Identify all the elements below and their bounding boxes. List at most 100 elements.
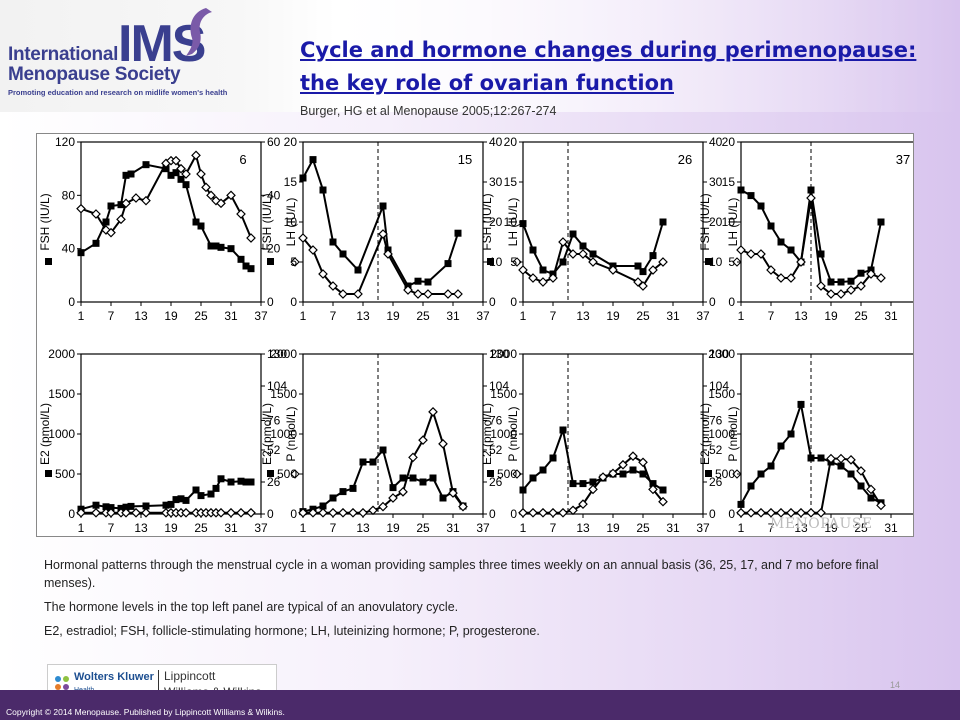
panel-3-series-2-point (528, 273, 538, 283)
panel-2-series-1-point (299, 174, 307, 182)
panel-5-series-1-point (167, 500, 175, 508)
panel-6-series-2-point (298, 507, 308, 518)
panel-5-right-tick-label: 104 (267, 379, 287, 393)
panel-2-x-tick-label: 25 (416, 309, 430, 323)
panel-4-series-2-point (776, 273, 786, 283)
panel-7-x-tick-label: 19 (606, 521, 620, 535)
panel-5-right-tick-label: 0 (267, 507, 274, 521)
panel-4-x-tick-label: 1 (738, 309, 745, 323)
ims-logo[interactable]: International Menopause Society IMS Prom… (0, 0, 250, 110)
panel-3-left-tick-label: 5 (510, 255, 517, 269)
panel-1-series-2-point (196, 169, 206, 179)
panel-8-series-2-point (826, 453, 836, 464)
panel-6-series-1-point (369, 458, 377, 466)
panel-1-x-tick-label: 25 (194, 309, 208, 323)
panel-8-series-2-point (876, 500, 886, 511)
panel-1-right-tick-label: 40 (267, 188, 281, 202)
panel-5-frame (80, 353, 262, 515)
panel-1-series-2-point (141, 195, 151, 206)
panel-6-series-2-point (348, 507, 358, 518)
panel-1-right-tick-label: 0 (267, 295, 274, 309)
panel-1-series-1-point (107, 202, 115, 210)
panel-1-series-1-point (122, 171, 130, 179)
figure-caption: Hormonal patterns through the menstrual … (44, 556, 904, 646)
panel-5-series-1-point (127, 502, 135, 510)
panel-3-x-tick-label: 37 (696, 309, 710, 323)
panel-4-left-axis-label: FSH (IU/L) (698, 193, 712, 250)
slide-title[interactable]: Cycle and hormone changes during perimen… (300, 38, 917, 95)
panel-7-x-tick-label: 37 (696, 521, 710, 535)
panel-5-series-2-point (91, 507, 101, 518)
panel-6-x-tick-label: 1 (300, 521, 307, 535)
panel-7-series-2-point (578, 499, 588, 510)
panel-4-left-tick-label: 10 (722, 215, 736, 229)
panel-2-series-2-point (383, 249, 393, 259)
panel-1-series-2-point (236, 209, 246, 219)
panel-8-x-tick-label: 7 (768, 521, 775, 535)
panel-5-series-1-point (192, 486, 200, 494)
panel-7-series-2-point (558, 507, 568, 518)
panel-3-series-2-point (578, 249, 588, 259)
panel-8-x-tick-label: 13 (794, 521, 808, 535)
panel-7-series-1-point (549, 454, 557, 462)
panel-7-left-tick-label: 1000 (490, 427, 517, 441)
panel-6-series-2-point (458, 501, 468, 512)
panel-1-series-1-point (177, 175, 185, 183)
panel-3-series-1-point (579, 242, 587, 250)
panel-6-left-axis-label: E2 (pmol/L) (260, 403, 274, 465)
panel-4-frame (740, 141, 913, 303)
panel-7-x-tick-label: 7 (550, 521, 557, 535)
panel-2-series-2-point (378, 229, 388, 239)
panel-2-series-1-point (309, 156, 317, 164)
panel-8-left-tick-label: 0 (728, 507, 735, 521)
panel-1-left-legend-marker (45, 258, 52, 265)
panel-5-series-2-point (76, 507, 86, 518)
panel-2-series-1-line (302, 157, 459, 288)
panel-8-x-tick-label: 25 (854, 521, 868, 535)
panel-2-series-2-point (423, 289, 433, 299)
panel-8-series-2-point (786, 507, 796, 518)
panel-2-series-1-point (424, 278, 432, 286)
panel-2-series-1-point (354, 266, 362, 274)
panel-2-left-tick-label: 5 (290, 255, 297, 269)
panel-2-right-legend-marker (512, 257, 522, 267)
panel-1-series-2-point (191, 150, 201, 161)
panel-1-left-axis-label: FSH (IU/L) (38, 193, 52, 250)
panel-7-x-tick-label: 13 (576, 521, 590, 535)
panel-4-series-1-point (877, 218, 885, 226)
panel-7-series-2-point (568, 505, 578, 516)
panel-2-right-tick-label: 30 (489, 175, 503, 189)
citation: Burger, HG et al Menopause 2005;12:267-2… (300, 104, 557, 118)
panel-6-series-2-point (308, 507, 318, 518)
panel-7-right-tick-label: 130 (709, 347, 729, 361)
panel-7-series-1-point (539, 466, 547, 474)
panel-4-series-2-point (736, 245, 746, 255)
panel-4-series-2-point (876, 273, 886, 283)
publisher-wk: Wolters Kluwer (74, 671, 154, 683)
panel-2-series-1-point (319, 186, 327, 194)
panel-5-right-tick-label: 76 (267, 413, 281, 427)
panel-1-series-2-point (246, 233, 256, 243)
panel-3-series-2-point (518, 265, 528, 275)
panel-2-series-2-line (302, 230, 458, 295)
panel-1-series-1-point (167, 171, 175, 179)
page-number: 14 (890, 680, 901, 690)
panel-1-series-1-point (237, 255, 245, 263)
panel-2-series-2-point (328, 281, 338, 291)
panel-4-series-2-point (806, 193, 816, 203)
panel-2-series-2-point (443, 289, 453, 299)
panel-5-x-tick-label: 13 (134, 521, 148, 535)
panel-3-series-1-point (659, 218, 667, 226)
panel-6-series-1-point (419, 478, 427, 486)
panel-5-x-tick-label: 25 (194, 521, 208, 535)
panel-1-x-tick-label: 19 (164, 309, 178, 323)
panel-5-series-2-point (236, 507, 246, 518)
panel-6-left-tick-label: 500 (277, 467, 297, 481)
panel-4-series-2-point (846, 285, 856, 295)
panel-4-panel-label: 37 (896, 152, 910, 167)
panel-3-series-2-point (638, 281, 648, 291)
panel-3-series-2-point (568, 249, 578, 259)
panel-6-series-2-point (448, 488, 458, 498)
panel-8-series-1-point (837, 462, 845, 470)
